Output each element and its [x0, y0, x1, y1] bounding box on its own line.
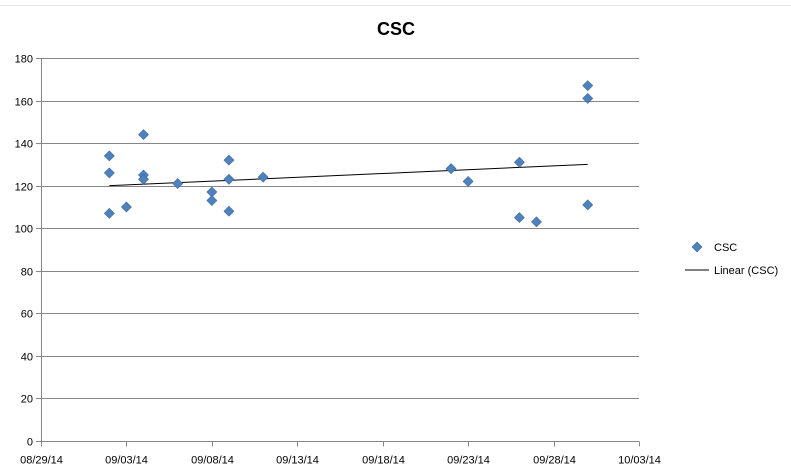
data-point — [103, 207, 115, 219]
legend-item-linear-csc: Linear (CSC) — [685, 265, 778, 277]
data-point — [582, 93, 594, 104]
data-point — [138, 129, 149, 141]
gridlines — [41, 58, 639, 399]
y-tick-label: 140 — [15, 139, 33, 151]
x-tick-label: 08/29/14 — [20, 455, 63, 467]
spreadsheet-cell-lines — [0, 5, 791, 6]
x-axis-tick-labels: 08/29/14 09/03/14 09/08/14 09/13/14 09/18/14… — [20, 455, 661, 467]
data-point — [103, 150, 115, 162]
x-tick-label: 10/03/14 — [618, 455, 661, 467]
data-points — [103, 80, 594, 228]
data-point — [445, 163, 457, 175]
data-point — [172, 178, 184, 189]
y-tick-label: 20 — [21, 394, 33, 406]
y-tick-label: 100 — [15, 224, 33, 236]
data-point — [462, 175, 474, 187]
data-point — [531, 216, 542, 228]
x-tick-label: 09/23/14 — [447, 455, 490, 467]
y-tick-label: 120 — [15, 182, 33, 194]
data-point — [138, 173, 149, 185]
data-point — [223, 205, 235, 217]
y-tick-label: 160 — [15, 97, 33, 109]
data-point — [121, 201, 132, 213]
y-tick-label: 40 — [21, 352, 33, 364]
x-tick-label: 09/03/14 — [105, 455, 148, 467]
legend: CSC Linear (CSC) — [685, 241, 778, 277]
y-tick-label: 180 — [15, 54, 33, 66]
data-point — [223, 154, 235, 166]
x-tick-label: 09/13/14 — [276, 455, 319, 467]
trendline-layer — [109, 163, 588, 187]
axes — [36, 58, 640, 447]
data-point — [223, 173, 235, 185]
data-point — [582, 199, 594, 211]
legend-marker-diamond-icon — [691, 241, 703, 253]
y-axis-tick-labels: 0 20 40 60 80 100 120 140 160 180 — [15, 54, 33, 449]
data-point — [257, 171, 269, 183]
legend-item-csc: CSC — [691, 241, 737, 254]
y-tick-label: 60 — [21, 309, 33, 321]
data-point — [206, 195, 218, 206]
legend-label-csc: CSC — [714, 242, 737, 254]
x-tick-label: 09/18/14 — [362, 455, 405, 467]
y-tick-label: 80 — [21, 267, 33, 279]
data-point — [513, 156, 525, 168]
legend-label-linear-csc: Linear (CSC) — [714, 265, 778, 277]
x-tick-label: 09/08/14 — [191, 455, 234, 467]
chart-title: CSC — [377, 19, 415, 39]
trendline — [109, 163, 588, 187]
data-point — [513, 212, 525, 224]
data-point — [582, 80, 594, 92]
x-tick-label: 09/28/14 — [533, 455, 576, 467]
y-tick-label: 0 — [27, 437, 33, 449]
data-point — [103, 167, 115, 179]
